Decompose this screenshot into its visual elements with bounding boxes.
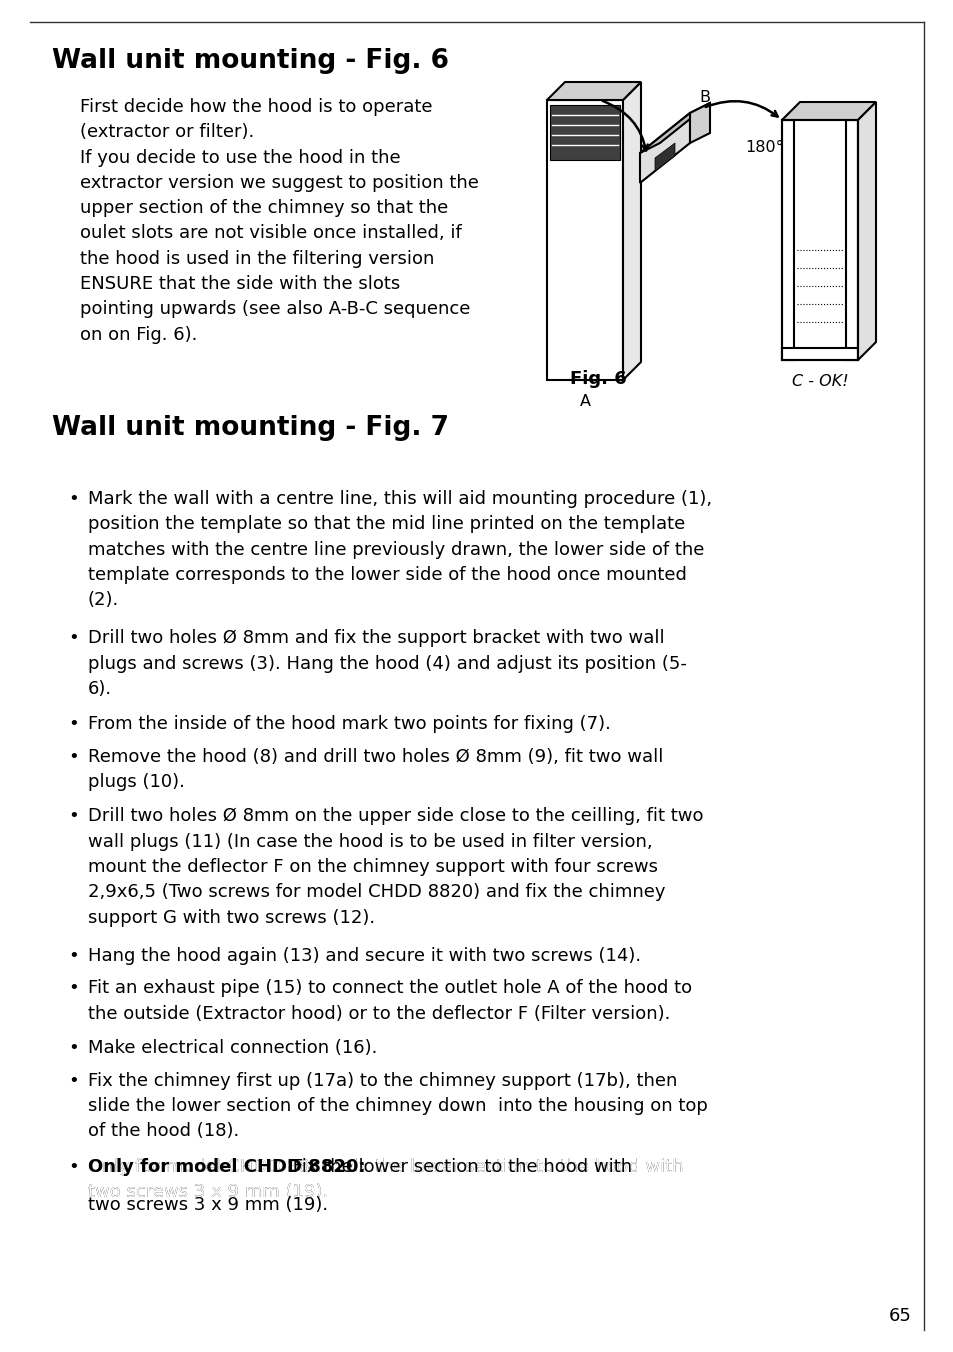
Text: •: • [68,715,79,733]
Text: Fix the chimney first up (17a) to the chimney support (17b), then
slide the lowe: Fix the chimney first up (17a) to the ch… [88,1072,707,1140]
Polygon shape [639,103,709,153]
Text: Mark the wall with a centre line, this will aid mounting procedure (1),
position: Mark the wall with a centre line, this w… [88,489,711,610]
Text: •: • [68,946,79,965]
Text: Wall unit mounting - Fig. 7: Wall unit mounting - Fig. 7 [52,415,449,441]
Polygon shape [857,101,875,360]
Text: Only for model CHDD 8820: Fix the lower section to the hood with
two screws 3 x : Only for model CHDD 8820: Fix the lower … [88,1157,683,1201]
Polygon shape [689,103,709,143]
Polygon shape [546,82,640,100]
Text: C - OK!: C - OK! [791,375,847,389]
Text: •: • [68,807,79,826]
Text: 65: 65 [888,1307,911,1325]
Text: Only for model CHDD 8820: Fix the lower section to the hood with
two screws 3 x : Only for model CHDD 8820: Fix the lower … [88,1157,683,1201]
Text: •: • [68,748,79,767]
Text: Fit an exhaust pipe (15) to connect the outlet hole A of the hood to
the outside: Fit an exhaust pipe (15) to connect the … [88,979,691,1022]
Text: Fix the lower section to the hood with: Fix the lower section to the hood with [287,1157,631,1175]
Polygon shape [781,101,875,120]
Text: •: • [68,979,79,998]
Text: Drill two holes Ø 8mm and fix the support bracket with two wall
plugs and screws: Drill two holes Ø 8mm and fix the suppor… [88,630,686,698]
Text: •: • [68,489,79,508]
Polygon shape [655,143,675,170]
Text: A: A [578,393,590,410]
Polygon shape [546,100,622,380]
Polygon shape [550,105,619,160]
Text: B: B [699,91,710,105]
Text: From the inside of the hood mark two points for fixing (7).: From the inside of the hood mark two poi… [88,715,610,733]
Text: Drill two holes Ø 8mm on the upper side close to the ceilling, fit two
wall plug: Drill two holes Ø 8mm on the upper side … [88,807,702,926]
Text: two screws 3 x 9 mm (19).: two screws 3 x 9 mm (19). [88,1197,328,1214]
Text: Make electrical connection (16).: Make electrical connection (16). [88,1038,377,1057]
Text: Hang the hood again (13) and secure it with two screws (14).: Hang the hood again (13) and secure it w… [88,946,640,965]
Text: Only for model CHDD 8820:: Only for model CHDD 8820: [88,1157,365,1175]
Polygon shape [781,120,793,360]
Text: •: • [68,1038,79,1057]
Text: •: • [68,1072,79,1090]
Polygon shape [622,82,640,380]
Text: First decide how the hood is to operate
(extractor or filter).
If you decide to : First decide how the hood is to operate … [80,97,478,343]
Polygon shape [845,120,857,360]
Polygon shape [781,347,857,360]
Text: Fig. 6: Fig. 6 [569,370,626,388]
Text: Remove the hood (8) and drill two holes Ø 8mm (9), fit two wall
plugs (10).: Remove the hood (8) and drill two holes … [88,748,662,791]
Text: Wall unit mounting - Fig. 6: Wall unit mounting - Fig. 6 [52,49,449,74]
Polygon shape [639,114,689,183]
Text: •: • [68,630,79,648]
Text: •: • [68,1157,79,1175]
Text: 180°: 180° [744,141,782,155]
